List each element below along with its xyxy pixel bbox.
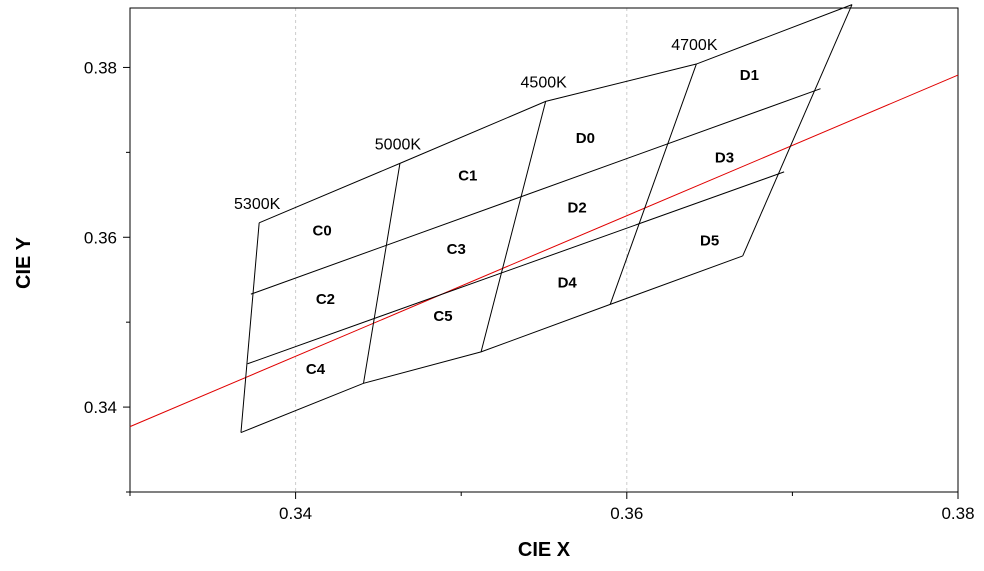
- isotherm-line-4700K: [609, 63, 697, 305]
- axis-ticks: 0.34 0.36 0.38 0.34 0.36 0.38: [84, 58, 975, 523]
- temperature-label-5300K: 5300K: [234, 196, 281, 213]
- bin-label-D3: D3: [715, 149, 734, 166]
- bin-label-C0: C0: [313, 222, 332, 239]
- isotherm-line-5000K: [363, 163, 401, 384]
- grid-lines: [295, 8, 959, 492]
- bin-label-D0: D0: [576, 130, 595, 147]
- x-tick-label-0: 0.34: [279, 504, 312, 523]
- bin-label-C3: C3: [447, 241, 466, 258]
- bin-division-line-0: [250, 88, 821, 295]
- temperature-label-4500K: 4500K: [521, 74, 568, 91]
- plot-frame: [129, 7, 959, 493]
- y-tick-label-0: 0.34: [84, 398, 117, 417]
- y-axis-title: CIE Y: [13, 236, 35, 289]
- grid-bottom-edge: [240, 255, 743, 434]
- bin-label-D2: D2: [568, 200, 587, 217]
- isotherm-line-4500K: [480, 101, 547, 353]
- isotherm-line-4200K: [742, 4, 853, 257]
- x-tick-label-1: 0.36: [610, 504, 643, 523]
- bin-label-C4: C4: [306, 361, 326, 378]
- reference-line: [129, 74, 959, 428]
- bin-label-C2: C2: [316, 291, 335, 308]
- bin-division-line-1: [247, 171, 785, 365]
- bin-label-C5: C5: [433, 308, 452, 325]
- bin-labels: 5300K5000K4500K4700K4200KC0C1C2C3C4C5D0D…: [234, 37, 759, 378]
- temperature-label-5000K: 5000K: [375, 136, 422, 153]
- y-tick-label-2: 0.38: [84, 58, 117, 77]
- temperature-label-4700K: 4700K: [671, 37, 718, 54]
- x-tick-label-2: 0.38: [941, 504, 974, 523]
- bin-quadrangles: [240, 4, 853, 434]
- bin-label-D4: D4: [558, 274, 578, 291]
- y-tick-label-1: 0.36: [84, 228, 117, 247]
- x-axis-title: CIE X: [518, 539, 571, 561]
- bin-label-D5: D5: [700, 233, 719, 250]
- grid-top-edge: [258, 4, 853, 224]
- bin-label-D1: D1: [740, 67, 759, 84]
- bin-label-C1: C1: [458, 167, 477, 184]
- isotherm-line-5300K: [240, 222, 260, 433]
- reference-line-segment: [129, 74, 959, 428]
